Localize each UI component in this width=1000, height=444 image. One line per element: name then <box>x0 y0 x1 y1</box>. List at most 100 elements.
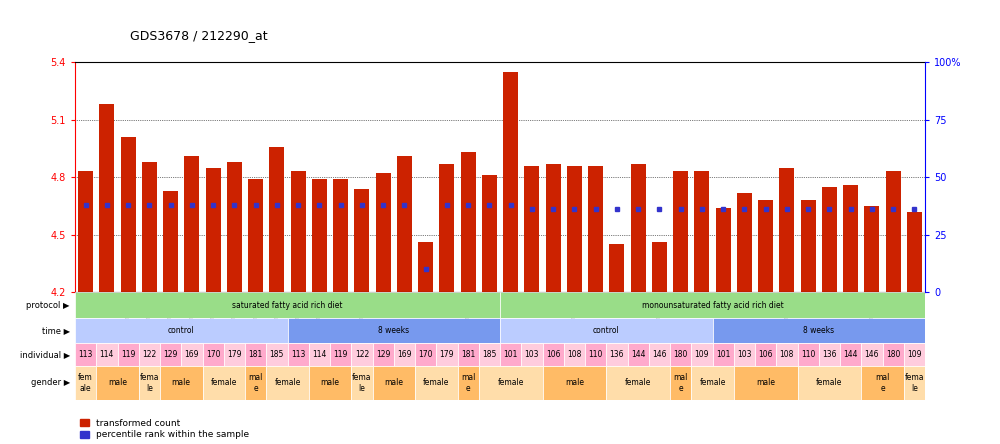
Bar <box>288 343 309 366</box>
Text: female: female <box>423 378 449 388</box>
Bar <box>266 366 309 400</box>
Bar <box>96 343 118 366</box>
Bar <box>266 343 288 366</box>
Bar <box>652 242 667 292</box>
Bar <box>142 162 157 292</box>
Bar <box>564 343 585 366</box>
Bar <box>585 343 606 366</box>
Bar <box>886 171 901 292</box>
Text: male: male <box>565 378 584 388</box>
Text: 169: 169 <box>185 350 199 359</box>
Bar <box>861 343 883 366</box>
Text: 180: 180 <box>673 350 688 359</box>
Text: protocol ▶: protocol ▶ <box>26 301 70 309</box>
Text: male: male <box>172 378 191 388</box>
Bar <box>819 343 840 366</box>
Text: male: male <box>320 378 340 388</box>
Bar <box>227 162 242 292</box>
Text: mal
e: mal e <box>461 373 475 392</box>
Text: 106: 106 <box>758 350 773 359</box>
Bar <box>904 366 925 400</box>
Text: individual ▶: individual ▶ <box>20 350 70 359</box>
Bar <box>75 318 288 343</box>
Bar <box>500 318 712 343</box>
Bar <box>139 343 160 366</box>
Bar <box>779 168 794 292</box>
Text: 119: 119 <box>121 350 135 359</box>
Text: female: female <box>699 378 726 388</box>
Bar <box>184 156 199 292</box>
Bar <box>181 343 202 366</box>
Bar <box>397 156 412 292</box>
Text: gender ▶: gender ▶ <box>31 378 70 388</box>
Bar <box>524 166 539 292</box>
Text: female: female <box>497 378 524 388</box>
Bar <box>776 343 798 366</box>
Text: 146: 146 <box>652 350 667 359</box>
Bar <box>734 366 798 400</box>
Text: 108: 108 <box>780 350 794 359</box>
Bar <box>542 366 606 400</box>
Text: mal
e: mal e <box>673 373 688 392</box>
Text: mal
e: mal e <box>875 373 890 392</box>
Text: 144: 144 <box>631 350 645 359</box>
Bar <box>631 164 646 292</box>
Text: 170: 170 <box>206 350 220 359</box>
Bar <box>415 366 458 400</box>
Bar <box>118 343 139 366</box>
Text: saturated fatty acid rich diet: saturated fatty acid rich diet <box>232 301 343 309</box>
Text: fema
le: fema le <box>140 373 159 392</box>
Bar <box>883 343 904 366</box>
Text: 110: 110 <box>588 350 603 359</box>
Text: 8 weeks: 8 weeks <box>378 326 409 335</box>
Bar <box>75 366 96 400</box>
Text: 113: 113 <box>291 350 305 359</box>
Bar <box>479 343 500 366</box>
Text: GDS3678 / 212290_at: GDS3678 / 212290_at <box>130 29 268 42</box>
Text: 119: 119 <box>333 350 348 359</box>
Bar <box>503 72 518 292</box>
Bar <box>801 200 816 292</box>
Bar <box>628 343 649 366</box>
Bar <box>248 179 263 292</box>
Bar <box>354 189 369 292</box>
Bar <box>694 171 709 292</box>
Bar <box>479 366 542 400</box>
Bar <box>737 193 752 292</box>
Text: 169: 169 <box>397 350 412 359</box>
Bar <box>75 343 96 366</box>
Bar <box>288 318 500 343</box>
Bar <box>269 147 284 292</box>
Bar <box>163 190 178 292</box>
Bar <box>482 175 497 292</box>
Bar <box>245 366 266 400</box>
Bar <box>546 164 561 292</box>
Text: 114: 114 <box>312 350 327 359</box>
Text: female: female <box>274 378 301 388</box>
Text: male: male <box>384 378 403 388</box>
Bar <box>394 343 415 366</box>
Bar <box>500 292 925 318</box>
Text: male: male <box>108 378 127 388</box>
Text: 185: 185 <box>270 350 284 359</box>
Bar <box>160 343 181 366</box>
Text: 185: 185 <box>482 350 497 359</box>
Bar <box>500 343 521 366</box>
Bar <box>436 343 458 366</box>
Bar <box>907 212 922 292</box>
Text: 106: 106 <box>546 350 560 359</box>
Bar <box>606 343 628 366</box>
Text: 129: 129 <box>163 350 178 359</box>
Bar <box>372 366 415 400</box>
Text: time ▶: time ▶ <box>42 326 70 335</box>
Bar <box>202 366 245 400</box>
Bar <box>330 343 351 366</box>
Bar <box>755 343 776 366</box>
Bar <box>716 208 731 292</box>
Text: mal
e: mal e <box>248 373 263 392</box>
Text: 103: 103 <box>525 350 539 359</box>
Text: 109: 109 <box>907 350 922 359</box>
Bar <box>309 343 330 366</box>
Legend: transformed count, percentile rank within the sample: transformed count, percentile rank withi… <box>80 419 249 440</box>
Text: male: male <box>756 378 775 388</box>
